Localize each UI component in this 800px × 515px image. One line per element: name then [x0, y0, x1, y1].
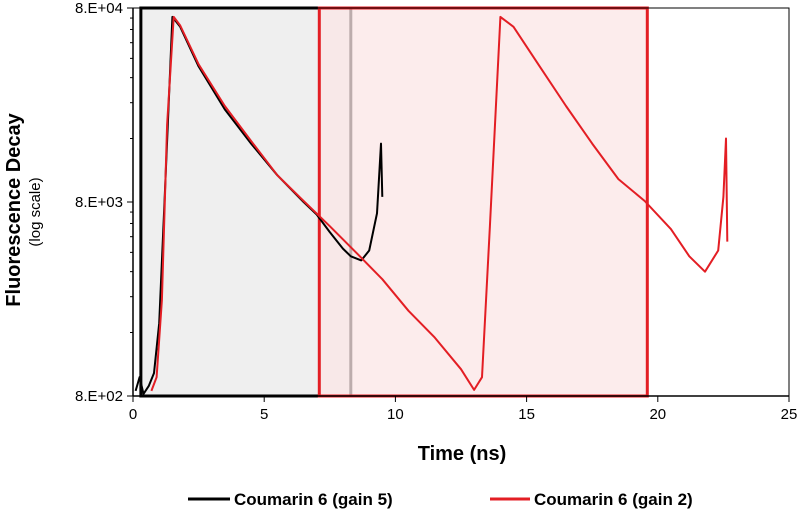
y-tick-label-2: 8.E+04 — [75, 0, 123, 17]
legend-label-series-2: Coumarin 6 (gain 2) — [534, 490, 693, 509]
axes: 0 5 10 15 20 25 8.E+02 8.E+03 8.E+04 — [75, 0, 797, 423]
x-axis-title: Time (ns) — [418, 443, 507, 465]
shaded-region-1 — [139, 6, 353, 398]
shaded-region-2 — [317, 6, 649, 398]
y-axis-subtitle: (log scale) — [27, 177, 44, 246]
y-tick-label-1: 8.E+03 — [75, 194, 123, 211]
x-tick-label-4: 20 — [649, 406, 666, 423]
legend-label-series-1: Coumarin 6 (gain 5) — [234, 490, 393, 509]
x-tick-label-0: 0 — [129, 406, 137, 423]
x-tick-label-2: 10 — [387, 406, 404, 423]
x-tick-label-1: 5 — [260, 406, 268, 423]
shaded-regions — [139, 6, 649, 398]
x-tick-label-3: 15 — [518, 406, 535, 423]
y-axis-title: Fluorescence Decay — [3, 112, 25, 306]
series-layer — [134, 15, 729, 395]
y-tick-label-0: 8.E+02 — [75, 388, 123, 405]
x-tick-label-5: 25 — [781, 406, 798, 423]
series-line-2 — [150, 15, 729, 392]
series-line-1 — [134, 15, 384, 395]
legend: Coumarin 6 (gain 5) Coumarin 6 (gain 2) — [188, 490, 693, 509]
